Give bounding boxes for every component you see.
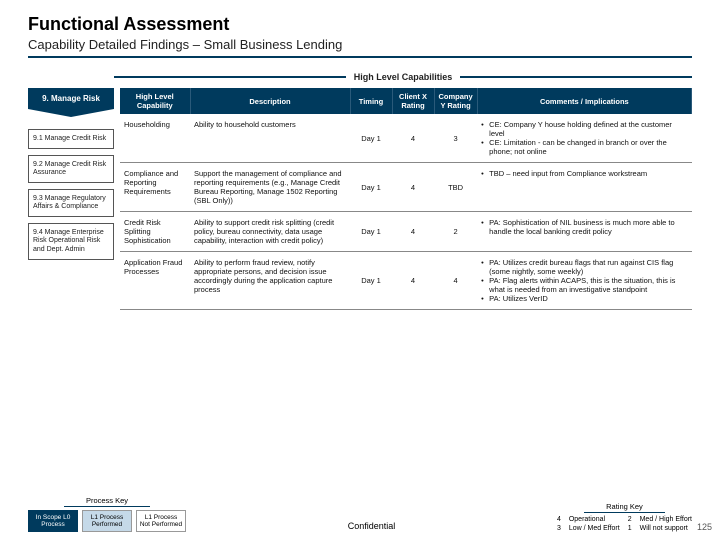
sidebar-item: 9.1 Manage Credit Risk [28,129,114,149]
sidebar-item: 9.2 Manage Credit Risk Assurance [28,155,114,183]
table-row: HouseholdingAbility to household custome… [120,114,692,163]
findings-table: High Level Capability Description Timing… [120,88,692,310]
table-row: Credit Risk Splitting SophisticationAbil… [120,212,692,252]
section-label-band: High Level Capabilities [114,72,692,82]
table-row: Compliance and Reporting RequirementsSup… [120,163,692,212]
section-label: High Level Capabilities [346,72,461,82]
col-description: Description [190,88,350,114]
process-key-notperformed: L1 Process Not Performed [136,510,186,532]
col-comments: Comments / Implications [477,88,691,114]
col-clientx: Client X Rating [392,88,434,114]
process-key-performed: L1 Process Performed [82,510,132,532]
process-key-title: Process Key [64,496,150,507]
sidebar-item: 9.4 Manage Enterprise Risk Operational R… [28,223,114,259]
rating-key-title: Rating Key [584,502,665,513]
process-key: Process Key In Scope L0 Process L1 Proce… [28,496,186,532]
page-title: Functional Assessment [28,14,692,35]
process-key-scope: In Scope L0 Process [28,510,78,532]
process-chevron: 9. Manage Risk [28,88,114,109]
table-row: Application Fraud ProcessesAbility to pe… [120,252,692,310]
col-companyy: Company Y Rating [434,88,477,114]
confidential-label: Confidential [204,521,539,532]
page-subtitle: Capability Detailed Findings – Small Bus… [28,37,692,58]
col-timing: Timing [350,88,392,114]
page-number: 125 [697,522,712,532]
rating-key: Rating Key 4Operational2Med / High Effor… [557,502,692,532]
col-capability: High Level Capability [120,88,190,114]
sidebar-item: 9.3 Manage Regulatory Affairs & Complian… [28,189,114,217]
